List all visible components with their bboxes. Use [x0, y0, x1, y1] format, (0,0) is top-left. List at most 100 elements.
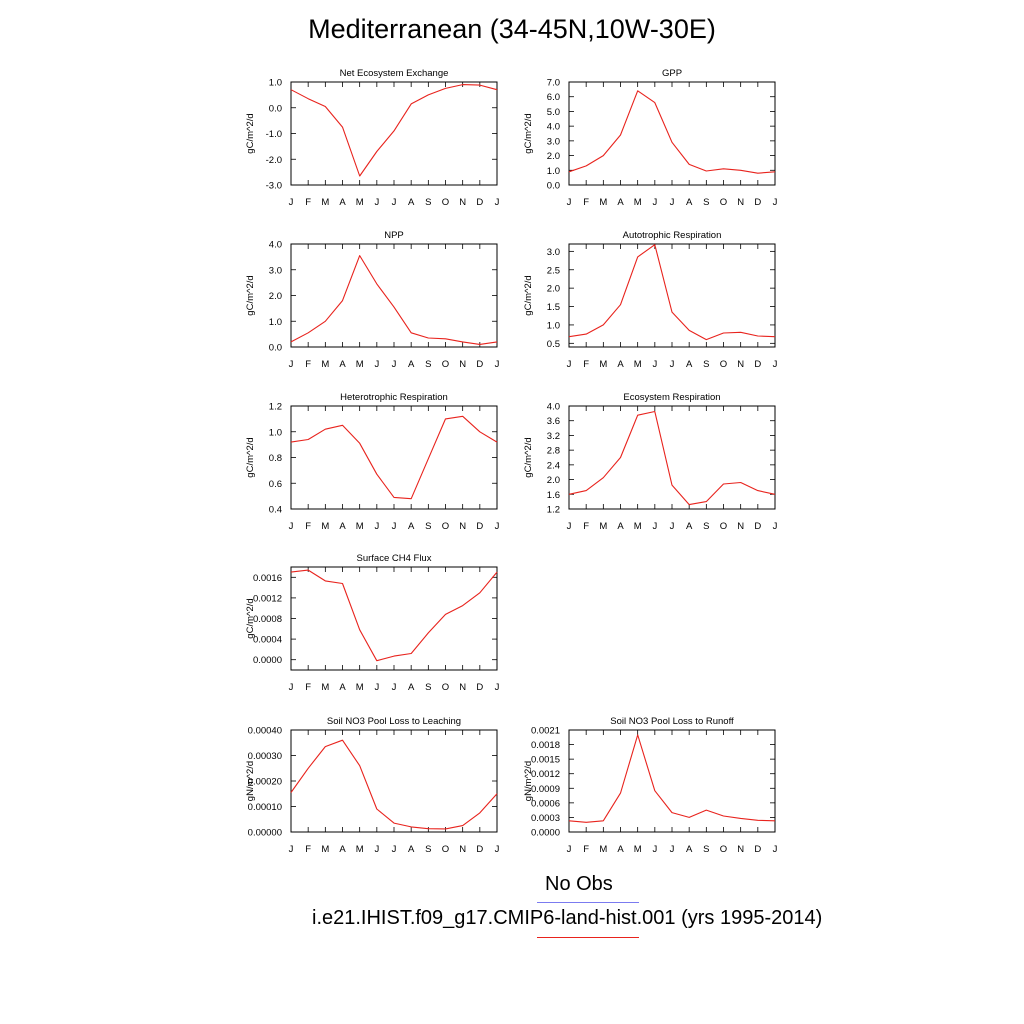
x-tick-label: J — [392, 521, 397, 532]
x-tick-label: D — [754, 197, 761, 208]
y-tick-label: 0.0003 — [531, 813, 560, 824]
x-tick-label: N — [459, 521, 466, 532]
y-tick-label: 1.0 — [269, 78, 282, 89]
x-tick-label: J — [652, 844, 657, 855]
y-tick-label: 0.0000 — [531, 828, 560, 839]
y-tick-label: 0.0021 — [531, 726, 560, 737]
x-tick-label: J — [374, 197, 379, 208]
x-tick-label: J — [289, 682, 294, 693]
x-tick-label: S — [703, 844, 709, 855]
x-tick-label: A — [408, 197, 415, 208]
y-tick-label: 3.0 — [547, 136, 560, 147]
y-tick-label: 3.2 — [547, 431, 560, 442]
x-tick-label: O — [720, 197, 727, 208]
x-tick-label: M — [599, 197, 607, 208]
plot-frame — [568, 405, 776, 510]
y-tick-label: 7.0 — [547, 78, 560, 89]
x-tick-label: J — [374, 844, 379, 855]
y-tick-label: 0.0018 — [531, 740, 560, 751]
y-tick-label: 1.0 — [547, 166, 560, 177]
x-tick-label: S — [425, 682, 431, 693]
x-tick-label: N — [737, 521, 744, 532]
series-line — [290, 255, 498, 345]
plot-frame — [290, 729, 498, 833]
x-tick-label: F — [305, 682, 311, 693]
legend-obs-line — [537, 902, 639, 903]
x-tick-label: J — [392, 197, 397, 208]
y-tick-label: 0.0012 — [253, 593, 282, 604]
y-axis-label: gC/m^2/d — [523, 437, 534, 477]
series-line — [290, 84, 498, 177]
x-tick-label: J — [495, 844, 500, 855]
x-tick-label: A — [339, 682, 346, 693]
series-line — [568, 90, 776, 174]
x-tick-label: J — [289, 521, 294, 532]
y-tick-label: -3.0 — [266, 181, 282, 192]
x-tick-label: M — [356, 197, 364, 208]
x-tick-label: J — [652, 521, 657, 532]
y-tick-label: 0.0015 — [531, 755, 560, 766]
y-tick-label: 3.6 — [547, 416, 560, 427]
x-tick-label: J — [567, 521, 572, 532]
y-axis-label: gC/m^2/d — [523, 275, 534, 315]
series-line — [290, 415, 498, 500]
x-tick-label: A — [339, 844, 346, 855]
y-tick-label: 0.00020 — [248, 777, 282, 788]
panel-title: Soil NO3 Pool Loss to Leaching — [327, 716, 461, 727]
x-tick-label: J — [392, 844, 397, 855]
x-tick-label: J — [670, 197, 675, 208]
x-tick-label: S — [425, 844, 431, 855]
y-tick-label: 4.0 — [547, 122, 560, 133]
legend-obs-label: No Obs — [545, 873, 613, 895]
x-tick-label: J — [670, 844, 675, 855]
plot-frame — [568, 243, 776, 348]
panel-title: Soil NO3 Pool Loss to Runoff — [610, 716, 734, 727]
x-tick-label: J — [289, 197, 294, 208]
panel-title: Autotrophic Respiration — [623, 230, 722, 241]
x-tick-label: D — [754, 359, 761, 370]
y-axis-label: gC/m^2/d — [245, 275, 256, 315]
x-tick-label: S — [425, 197, 431, 208]
x-tick-label: J — [495, 197, 500, 208]
y-tick-label: 3.0 — [269, 265, 282, 276]
x-tick-label: N — [459, 197, 466, 208]
x-tick-label: J — [773, 521, 778, 532]
panel-title: NPP — [384, 230, 404, 241]
y-tick-label: -2.0 — [266, 155, 282, 166]
y-tick-label: 2.4 — [547, 460, 560, 471]
plot-frame — [290, 81, 498, 186]
x-tick-label: J — [495, 682, 500, 693]
y-axis-label: gN/m^2/d — [523, 761, 534, 801]
x-tick-label: J — [773, 844, 778, 855]
y-tick-label: 6.0 — [547, 92, 560, 103]
x-tick-label: A — [617, 521, 624, 532]
x-tick-label: M — [321, 844, 329, 855]
x-tick-label: D — [476, 844, 483, 855]
x-tick-label: D — [476, 197, 483, 208]
x-tick-label: O — [442, 521, 449, 532]
x-tick-label: M — [321, 359, 329, 370]
x-tick-label: S — [703, 521, 709, 532]
x-tick-label: J — [773, 359, 778, 370]
y-tick-label: 3.0 — [547, 247, 560, 258]
y-tick-label: 4.0 — [547, 402, 560, 413]
x-tick-label: J — [652, 197, 657, 208]
x-tick-label: S — [425, 521, 431, 532]
y-tick-label: 0.0000 — [253, 655, 282, 666]
x-tick-label: M — [599, 521, 607, 532]
series-line — [568, 734, 776, 823]
x-tick-label: A — [686, 844, 693, 855]
y-axis-label: gC/m^2/d — [245, 113, 256, 153]
x-tick-label: O — [720, 359, 727, 370]
x-tick-label: A — [617, 359, 624, 370]
x-tick-label: J — [495, 359, 500, 370]
series-line — [290, 569, 498, 662]
x-tick-label: M — [321, 197, 329, 208]
x-tick-label: F — [583, 844, 589, 855]
x-tick-label: J — [374, 682, 379, 693]
y-tick-label: 2.0 — [547, 475, 560, 486]
y-tick-label: 0.0016 — [253, 573, 282, 584]
